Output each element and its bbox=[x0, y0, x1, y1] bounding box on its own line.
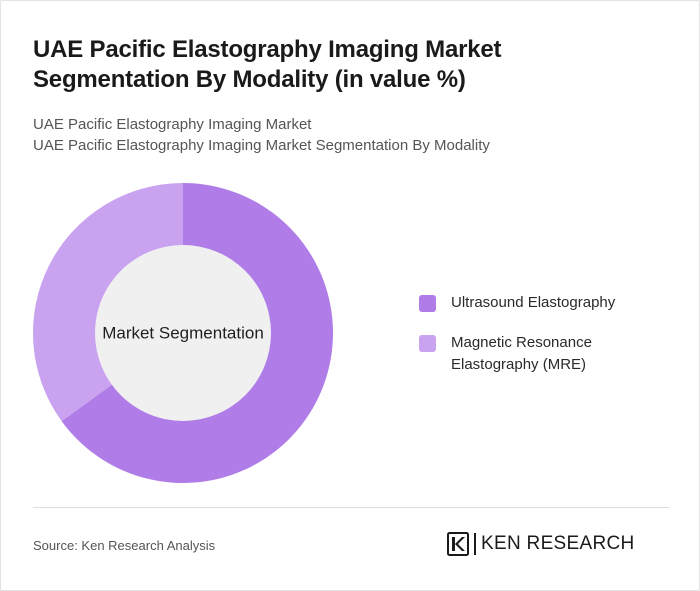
legend-swatch bbox=[419, 335, 436, 352]
legend-item-2: Magnetic Resonance Elastography (MRE) bbox=[419, 332, 659, 376]
donut-chart: Market Segmentation bbox=[33, 183, 334, 484]
chart-subtitle: UAE Pacific Elastography Imaging Market … bbox=[33, 114, 490, 156]
legend-item-1: Ultrasound Elastography bbox=[419, 292, 659, 314]
logo-text: KEN RESEARCH bbox=[481, 533, 635, 554]
footer-divider bbox=[33, 507, 669, 508]
subtitle-line-2: UAE Pacific Elastography Imaging Market … bbox=[33, 137, 490, 154]
donut-center-label: Market Segmentation bbox=[102, 323, 264, 342]
donut-hole bbox=[95, 245, 271, 421]
legend-label: Ultrasound Elastography bbox=[451, 294, 616, 311]
legend-swatch bbox=[419, 295, 436, 312]
source-note: Source: Ken Research Analysis bbox=[33, 538, 216, 553]
ken-research-logo: KEN RESEARCH bbox=[447, 531, 635, 557]
chart-legend: Ultrasound Elastography Magnetic Resonanc… bbox=[419, 292, 659, 394]
chart-title: UAE Pacific Elastography Imaging Market … bbox=[33, 36, 502, 93]
logo-separator bbox=[474, 533, 476, 555]
subtitle-line-1: UAE Pacific Elastography Imaging Market bbox=[33, 116, 312, 133]
legend-label: Magnetic Resonance Elastography (MRE) bbox=[451, 334, 592, 373]
ken-logo-icon bbox=[447, 532, 469, 556]
